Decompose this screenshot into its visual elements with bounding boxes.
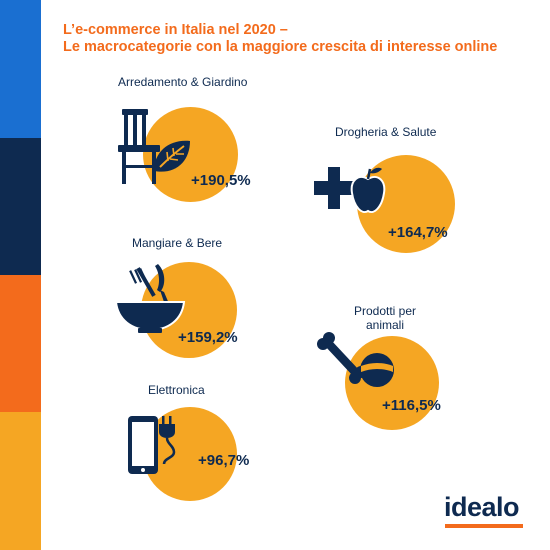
value-label-mangiare: +159,2% (178, 329, 238, 346)
category-label-mangiare: Mangiare & Bere (132, 236, 223, 250)
title-line-2: Le macrocategorie con la maggiore cresci… (63, 39, 498, 55)
category-label-animali: Prodotti per animali (353, 304, 417, 332)
stripe-orange (0, 275, 41, 412)
value-label-elettronica: +96,7% (198, 452, 250, 469)
category-label-elettronica: Elettronica (148, 383, 205, 397)
category-label-arredamento: Arredamento & Giardino (118, 75, 248, 89)
value-circle (345, 336, 439, 430)
idealo-logo: idealo (444, 492, 520, 522)
chair-leaf-icon (118, 109, 190, 184)
value-label-animali: +116,5% (382, 397, 441, 414)
phone-plug-icon (128, 416, 176, 474)
logo-underline (445, 524, 523, 528)
value-label-drogheria: +164,7% (388, 224, 448, 241)
stripe-yellow (0, 412, 41, 550)
value-circle (143, 407, 237, 501)
title-line-1: L’e-commerce in Italia nel 2020 – (63, 22, 288, 38)
value-label-arredamento: +190,5% (191, 172, 251, 189)
bowl-cutlery-icon (114, 264, 186, 333)
cross-apple-icon (314, 167, 386, 213)
category-label-drogheria: Drogheria & Salute (335, 125, 437, 139)
stripe-blue (0, 0, 41, 138)
chart-title: L’e-commerce in Italia nel 2020 – Le mac… (63, 22, 533, 56)
stripe-navy (0, 138, 41, 275)
bone-ball-icon (317, 332, 394, 387)
